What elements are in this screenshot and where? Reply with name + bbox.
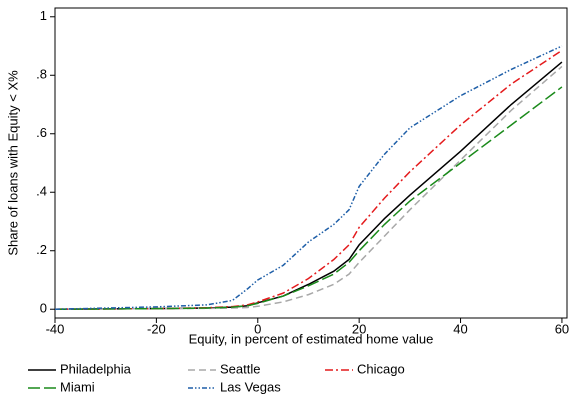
series-line (54, 86, 563, 310)
x-tick-label: -40 (46, 321, 65, 336)
y-tick-label: .4 (36, 184, 47, 199)
y-tick-label: .8 (36, 67, 47, 82)
y-tick-label: 1 (40, 8, 47, 23)
series-line (54, 45, 563, 310)
x-tick-label: 60 (555, 321, 569, 336)
x-tick-label: 40 (453, 321, 467, 336)
legend-label: Las Vegas (220, 379, 281, 394)
legend-label: Miami (60, 379, 95, 394)
legend-label: Chicago (357, 361, 405, 376)
y-tick-label: .6 (36, 125, 47, 140)
y-tick-label: .2 (36, 242, 47, 257)
legend-label: Seattle (220, 361, 260, 376)
plot-frame (54, 7, 568, 319)
x-axis-title: Equity, in percent of estimated home val… (189, 331, 434, 346)
y-axis-title: Share of loans with Equity < X% (5, 70, 20, 256)
x-tick-label: -20 (147, 321, 166, 336)
x-tick-label: 0 (254, 321, 261, 336)
x-tick-label: 20 (352, 321, 366, 336)
legend-label: Philadelphia (60, 361, 132, 376)
y-tick-label: 0 (40, 301, 47, 316)
